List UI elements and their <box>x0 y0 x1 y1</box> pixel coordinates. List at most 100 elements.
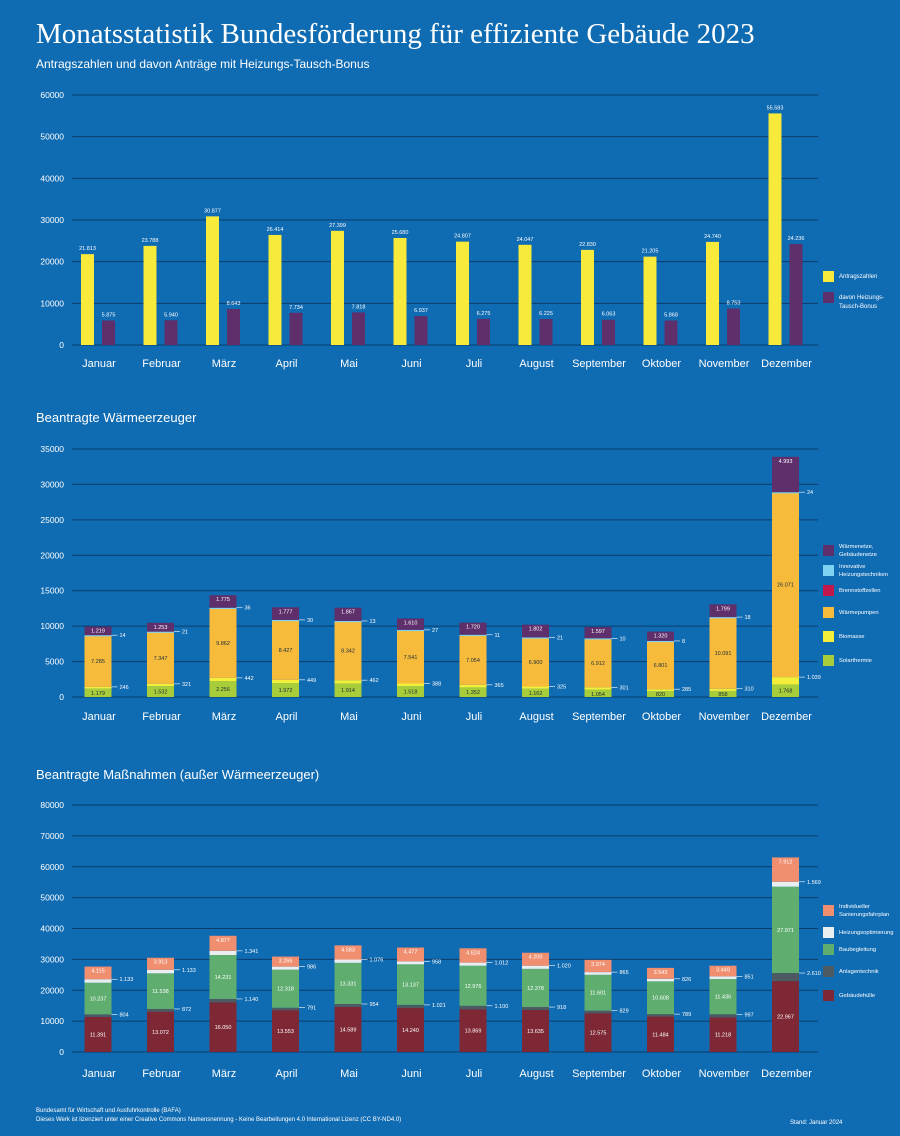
legend-swatch <box>823 545 834 556</box>
x-category-label: Februar <box>142 358 181 370</box>
bar-segment-solarthermie <box>272 683 299 697</box>
bar-segment-individueller-sanierungsfahrplan <box>647 967 674 979</box>
x-category-label: September <box>572 358 626 370</box>
y-tick-label: 5000 <box>45 657 64 667</box>
data-label: 7.818 <box>352 304 366 310</box>
bar-bonus <box>539 319 553 345</box>
bar-segment-wärmepumpen <box>272 620 299 680</box>
y-tick-label: 10000 <box>40 298 64 308</box>
legend-swatch <box>823 565 834 576</box>
bar-segment-wärmepumpen <box>397 630 424 684</box>
data-label: 4.993 <box>779 459 793 465</box>
bar-segment-wärmenetze-gebäudenetze <box>522 624 549 638</box>
bar-segment-wärmepumpen <box>209 608 237 678</box>
bar-segment-wärmenetze-gebäudenetze <box>147 622 174 632</box>
y-tick-label: 10000 <box>40 1016 64 1026</box>
data-label: 310 <box>745 687 754 693</box>
data-label: 16.050 <box>215 1025 232 1031</box>
y-tick-label: 30000 <box>40 479 64 489</box>
bar-antragszahlen <box>768 113 782 345</box>
bar-segment-biomasse <box>459 684 487 688</box>
data-label: 21 <box>182 630 188 636</box>
data-label: 10.091 <box>715 651 732 657</box>
bar-antragszahlen <box>706 241 719 345</box>
data-label: 4.477 <box>404 950 418 956</box>
bar-segment-wärmepumpen <box>584 638 612 688</box>
x-category-label: Oktober <box>642 711 681 723</box>
bar-segment-biomasse <box>272 679 299 684</box>
data-label: 301 <box>620 685 629 691</box>
data-label: 27.971 <box>777 928 794 934</box>
legend-label: Biomasse <box>839 634 864 640</box>
bar-segment-baubegleitung <box>209 954 237 999</box>
bar-segment-anlagentechnik <box>397 1004 424 1009</box>
data-label: 36 <box>245 606 251 612</box>
bar-antragszahlen <box>456 241 469 345</box>
bar-segment-wärmenetze-gebäudenetze <box>272 607 299 620</box>
legend-label: Baubegleitung <box>839 947 876 953</box>
x-category-label: Februar <box>142 711 181 723</box>
data-label: 851 <box>745 974 754 980</box>
legend-label: davon Heizungs- <box>839 295 884 301</box>
data-label: 1.569 <box>807 880 821 886</box>
data-label: 1.914 <box>341 688 355 694</box>
bar-antragszahlen <box>581 249 594 345</box>
legend-swatch <box>823 905 834 916</box>
y-tick-label: 25000 <box>40 515 64 525</box>
data-label: 1.518 <box>404 690 418 696</box>
x-category-label: Oktober <box>642 358 681 370</box>
bar-segment-solarthermie <box>209 681 237 697</box>
x-category-label: Mai <box>340 358 358 370</box>
bar-segment-heizungsoptimierung <box>84 979 112 983</box>
data-label: 804 <box>120 1012 129 1018</box>
data-label: 7.054 <box>466 658 480 664</box>
data-label: 11.484 <box>652 1032 668 1038</box>
bar-segment-wärmepumpen <box>84 635 112 687</box>
data-label: 26.414 <box>267 227 284 233</box>
x-category-label: Januar <box>82 1068 116 1080</box>
x-category-label: Januar <box>82 711 116 723</box>
data-label: 10 <box>620 636 626 642</box>
data-label: 8.643 <box>227 301 241 307</box>
data-label: 1.179 <box>91 691 105 697</box>
x-category-label: Dezember <box>761 711 812 723</box>
data-label: 6.801 <box>654 663 668 669</box>
bar-segment-anlagentechnik <box>147 1008 174 1012</box>
data-label: 8.427 <box>279 648 293 654</box>
legend-swatch <box>823 927 834 938</box>
data-label: 986 <box>307 965 316 971</box>
bar-segment-anlagentechnik <box>647 1014 674 1017</box>
bar-segment-wärmenetze-gebäudenetze <box>647 631 674 641</box>
bar-segment-anlagentechnik <box>459 1005 487 1010</box>
bar-bonus <box>289 312 303 345</box>
bar-bonus <box>352 312 365 345</box>
bar-segment-heizungsoptimierung <box>459 962 487 966</box>
bar-antragszahlen <box>143 245 157 345</box>
data-label: 7.347 <box>154 656 168 662</box>
data-label: 6.937 <box>414 308 428 314</box>
bar-segment-biomasse <box>522 686 549 689</box>
bar-segment-wärmenetze-gebäudenetze <box>709 604 737 618</box>
bar-segment-individueller-sanierungsfahrplan <box>772 857 799 882</box>
data-label: 820 <box>656 692 665 698</box>
bar-segment-anlagentechnik <box>584 1010 612 1014</box>
bar-segment-gebäudehülle <box>397 1008 424 1052</box>
legend-label: Brennstoffzellen <box>839 588 880 594</box>
bar-segment-innovative-heizungstechniken <box>459 634 487 636</box>
bar-segment-solarthermie <box>147 686 174 697</box>
data-label: 2.256 <box>216 687 230 693</box>
bar-antragszahlen <box>331 230 344 345</box>
data-label: 13.331 <box>340 981 357 987</box>
legend-swatch <box>823 271 834 282</box>
data-label: 1.610 <box>404 620 418 626</box>
data-label: 442 <box>245 676 254 682</box>
bar-bonus <box>414 316 428 345</box>
bar-segment-gebäudehülle <box>272 1010 299 1052</box>
data-label: 7.912 <box>779 859 793 865</box>
data-label: 11.601 <box>590 991 606 997</box>
data-label: 4.200 <box>529 955 543 961</box>
data-label: 8.342 <box>341 649 355 655</box>
bar-segment-biomasse <box>584 687 612 690</box>
bar-segment-gebäudehülle <box>209 1002 237 1052</box>
